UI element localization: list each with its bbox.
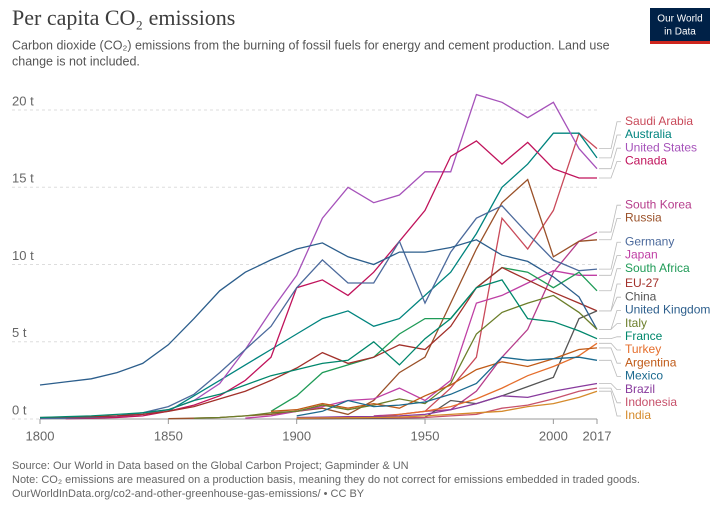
leader-line — [599, 121, 621, 150]
series-line — [270, 347, 598, 412]
leader-line — [599, 342, 621, 351]
legend-label: Argentina — [625, 355, 677, 369]
legend-label: Mexico — [625, 369, 663, 383]
legend-label: Australia — [625, 127, 672, 141]
leader-line — [599, 323, 621, 330]
series-line — [296, 390, 598, 419]
series-line — [39, 266, 598, 419]
subtitle: change is not included. — [12, 54, 140, 68]
leader-line — [599, 268, 621, 292]
series-line — [373, 342, 598, 419]
leader-line — [599, 134, 621, 159]
leader-line — [599, 255, 621, 276]
url: OurWorldInData.org/co2-and-other-greenho… — [12, 488, 365, 500]
leader-line — [599, 241, 621, 270]
legend-label: Italy — [625, 316, 647, 330]
legend-label: Saudi Arabia — [625, 114, 693, 128]
legend-label: United States — [625, 140, 697, 154]
subtitle: Carbon dioxide (CO₂) emissions from the … — [12, 38, 610, 52]
leader-line — [599, 383, 621, 390]
y-tick-label: 0 t — [12, 402, 27, 417]
logo-text: Our World — [657, 14, 702, 25]
legend-label: Indonesia — [625, 395, 677, 409]
leader-line — [599, 310, 621, 330]
series-line — [270, 266, 598, 412]
x-tick-label: 1950 — [411, 428, 440, 443]
series-line — [168, 178, 598, 420]
series-line — [296, 382, 598, 419]
series-line — [167, 132, 598, 412]
y-tick-label: 10 t — [12, 248, 34, 263]
legend-label: South Africa — [625, 261, 690, 275]
legend-label: Russia — [625, 211, 662, 225]
legend-label: EU-27 — [625, 276, 659, 290]
logo-text: in Data — [664, 27, 696, 38]
legend-label: South Korea — [625, 197, 692, 211]
legend-label: Turkey — [625, 342, 661, 356]
leader-line — [599, 296, 621, 312]
leader-line — [599, 347, 621, 364]
y-tick-label: 15 t — [12, 171, 34, 186]
leader-line — [599, 160, 621, 179]
series-line — [296, 356, 598, 417]
leader-line — [599, 336, 621, 340]
x-tick-label: 1800 — [26, 428, 55, 443]
leader-line — [599, 204, 621, 233]
y-tick-label: 5 t — [12, 325, 27, 340]
chart-title: Per capita CO₂ emissions — [12, 5, 235, 30]
series-line — [39, 279, 598, 419]
series-line — [193, 294, 598, 419]
series-line — [296, 310, 598, 420]
series-line — [39, 205, 598, 420]
leader-line — [599, 147, 621, 170]
note: Note: CO₂ emissions are measured on a pr… — [12, 474, 640, 486]
logo — [650, 8, 710, 44]
legend-label: Japan — [625, 248, 658, 262]
series-line — [65, 140, 597, 420]
legend-label: Brazil — [625, 382, 655, 396]
leader-line — [599, 387, 621, 404]
logo-stripe — [650, 41, 710, 44]
x-tick-label: 2017 — [583, 428, 612, 443]
x-tick-label: 1850 — [154, 428, 183, 443]
legend-label: Canada — [625, 154, 667, 168]
x-tick-label: 1900 — [282, 428, 311, 443]
legend-label: France — [625, 329, 663, 343]
legend-label: United Kingdom — [625, 303, 710, 317]
leader-line — [599, 390, 621, 417]
source: Source: Our World in Data based on the G… — [12, 460, 409, 472]
y-tick-label: 20 t — [12, 93, 34, 108]
leader-line — [599, 218, 621, 241]
legend-label: Germany — [625, 234, 674, 248]
series-line — [39, 239, 598, 386]
legend-label: China — [625, 289, 657, 303]
leader-line — [599, 359, 621, 377]
legend-label: India — [625, 408, 651, 422]
x-tick-label: 2000 — [539, 428, 568, 443]
